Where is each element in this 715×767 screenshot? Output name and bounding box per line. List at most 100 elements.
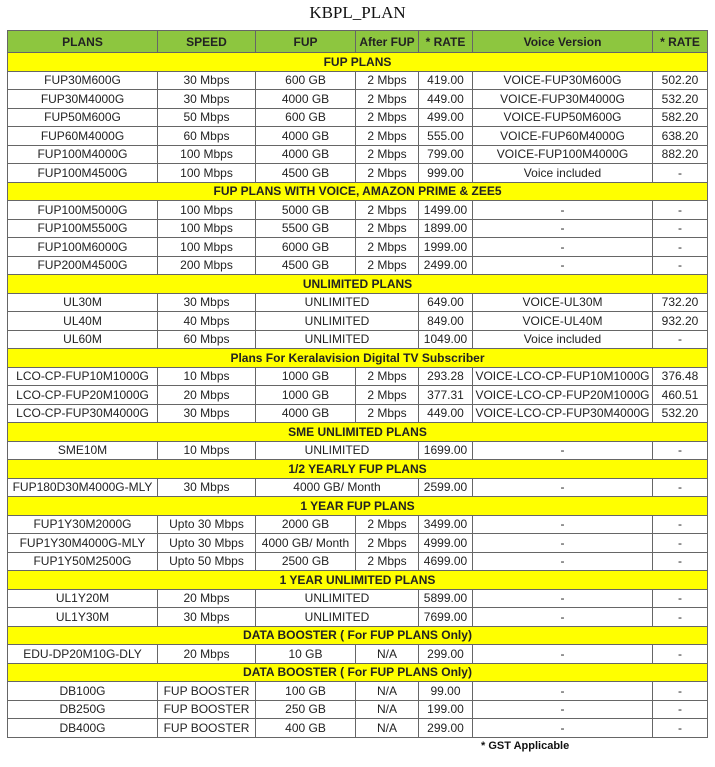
rate-cell: 1999.00 xyxy=(418,237,473,257)
plan-cell: UL1Y30M xyxy=(7,607,158,627)
table-row: FUP1Y30M4000G-MLY Upto 30 Mbps 4000 GB/ Mo… xyxy=(7,533,708,553)
voice-version-cell: - xyxy=(472,551,653,571)
speed-cell: 30 Mbps xyxy=(157,403,256,423)
fup-cell: UNLIMITED xyxy=(255,311,419,331)
section-header: DATA BOOSTER ( For FUP PLANS Only) xyxy=(7,625,708,645)
speed-cell: 30 Mbps xyxy=(157,292,256,312)
plan-cell: FUP1Y30M4000G-MLY xyxy=(7,533,158,553)
after-fup-cell: 2 Mbps xyxy=(355,107,419,127)
table-row: UL30M 30 Mbps UNLIMITED 649.00 VOICE-UL30M 73… xyxy=(7,292,708,312)
section-header: SME UNLIMITED PLANS xyxy=(7,422,708,442)
rate-cell: 449.00 xyxy=(418,89,473,109)
fup-cell: 4000 GB xyxy=(255,144,356,164)
voice-rate-cell: - xyxy=(652,163,708,183)
page-title: KBPL_PLAN xyxy=(309,3,406,22)
table-row: EDU-DP20M10G-DLY 20 Mbps 10 GB N/A 299.00- - xyxy=(7,644,708,664)
voice-rate-cell: - xyxy=(652,237,708,257)
plan-cell: LCO-CP-FUP30M4000G xyxy=(7,403,158,423)
voice-version-cell: VOICE-LCO-CP-FUP10M1000G xyxy=(472,366,653,386)
fup-cell: 4000 GB xyxy=(255,126,356,146)
rate-cell: 1499.00 xyxy=(418,200,473,220)
table-row: FUP100M4000G 100 Mbps 4000 GB 2 Mbps 799.00 V… xyxy=(7,144,708,164)
section-header: Plans For Keralavision Digital TV Subscr… xyxy=(7,348,708,368)
plan-cell: FUP100M4000G xyxy=(7,144,158,164)
after-fup-cell: 2 Mbps xyxy=(355,144,419,164)
speed-cell: 20 Mbps xyxy=(157,385,256,405)
speed-cell: 100 Mbps xyxy=(157,144,256,164)
speed-cell: 30 Mbps xyxy=(157,70,256,90)
section-title: 1 YEAR UNLIMITED PLANS xyxy=(7,570,708,590)
rate-cell: 5899.00 xyxy=(418,588,473,608)
voice-rate-cell: - xyxy=(652,477,708,497)
rate-cell: 1049.00 xyxy=(418,329,473,349)
section-title: FUP PLANS xyxy=(7,52,708,72)
column-header-fup: FUP xyxy=(255,30,356,53)
plan-cell: FUP30M4000G xyxy=(7,89,158,109)
section-header: 1/2 YEARLY FUP PLANS xyxy=(7,459,708,479)
rate-cell: 799.00 xyxy=(418,144,473,164)
after-fup-cell: 2 Mbps xyxy=(355,163,419,183)
speed-cell: Upto 50 Mbps xyxy=(157,551,256,571)
after-fup-cell: 2 Mbps xyxy=(355,218,419,238)
column-header-speed: SPEED xyxy=(157,30,256,53)
fup-cell: UNLIMITED xyxy=(255,329,419,349)
column-header-voice-version: Voice Version xyxy=(472,30,653,53)
table-row: FUP100M6000G 100 Mbps 6000 GB 2 Mbps 1999.00… xyxy=(7,237,708,257)
fup-cell: 5500 GB xyxy=(255,218,356,238)
table-row: SME10M 10 Mbps UNLIMITED 1699.00- - xyxy=(7,440,708,460)
speed-cell: FUP BOOSTER xyxy=(157,718,256,738)
after-fup-cell: 2 Mbps xyxy=(355,237,419,257)
plan-cell: LCO-CP-FUP10M1000G xyxy=(7,366,158,386)
speed-cell: 60 Mbps xyxy=(157,329,256,349)
voice-version-cell: - xyxy=(472,514,653,534)
fup-cell: 4000 GB xyxy=(255,89,356,109)
column-header-plan: PLANS xyxy=(7,30,158,53)
speed-cell: Upto 30 Mbps xyxy=(157,533,256,553)
voice-rate-cell: - xyxy=(652,588,708,608)
table-row: DB100G FUP BOOSTER 100 GB N/A 99.00- - xyxy=(7,681,708,701)
fup-cell: 10 GB xyxy=(255,644,356,664)
table-row: LCO-CP-FUP10M1000G 10 Mbps 1000 GB 2 Mbps 29… xyxy=(7,366,708,386)
after-fup-cell: 2 Mbps xyxy=(355,403,419,423)
rate-cell: 999.00 xyxy=(418,163,473,183)
after-fup-cell: 2 Mbps xyxy=(355,385,419,405)
speed-cell: 30 Mbps xyxy=(157,477,256,497)
table-row: FUP1Y50M2500G Upto 50 Mbps 2500 GB 2 Mbps 46… xyxy=(7,551,708,571)
plan-cell: UL30M xyxy=(7,292,158,312)
section-header: FUP PLANS xyxy=(7,52,708,72)
speed-cell: 50 Mbps xyxy=(157,107,256,127)
header-row: PLANS SPEED FUP After FUP * RATE Voice Versio… xyxy=(7,30,708,53)
rate-cell: 499.00 xyxy=(418,107,473,127)
speed-cell: 100 Mbps xyxy=(157,200,256,220)
voice-version-cell: VOICE-FUP30M600G xyxy=(472,70,653,90)
section-header: 1 YEAR UNLIMITED PLANS xyxy=(7,570,708,590)
fup-cell: UNLIMITED xyxy=(255,440,419,460)
after-fup-cell: N/A xyxy=(355,644,419,664)
voice-version-cell: VOICE-LCO-CP-FUP30M4000G xyxy=(472,403,653,423)
fup-cell: 1000 GB xyxy=(255,385,356,405)
fup-cell: 250 GB xyxy=(255,699,356,719)
plan-cell: FUP100M5500G xyxy=(7,218,158,238)
plan-cell: FUP30M600G xyxy=(7,70,158,90)
voice-version-cell: VOICE-FUP50M600G xyxy=(472,107,653,127)
fup-cell: 4000 GB xyxy=(255,403,356,423)
after-fup-cell: N/A xyxy=(355,681,419,701)
voice-rate-cell: 376.48 xyxy=(652,366,708,386)
plan-cell: DB100G xyxy=(7,681,158,701)
rate-cell: 419.00 xyxy=(418,70,473,90)
table-row: FUP60M4000G 60 Mbps 4000 GB 2 Mbps 555.00 VOI… xyxy=(7,126,708,146)
fup-cell: 4500 GB xyxy=(255,163,356,183)
plan-cell: FUP60M4000G xyxy=(7,126,158,146)
fup-cell: UNLIMITED xyxy=(255,607,419,627)
after-fup-cell: N/A xyxy=(355,699,419,719)
rate-cell: 99.00 xyxy=(418,681,473,701)
column-header-rate: * RATE xyxy=(418,30,473,53)
after-fup-cell: 2 Mbps xyxy=(355,366,419,386)
voice-rate-cell: 932.20 xyxy=(652,311,708,331)
section-title: 1/2 YEARLY FUP PLANS xyxy=(7,459,708,479)
table-row: LCO-CP-FUP30M4000G 30 Mbps 4000 GB 2 Mbps 44… xyxy=(7,403,708,423)
section-header: DATA BOOSTER ( For FUP PLANS Only) xyxy=(7,662,708,682)
voice-rate-cell: - xyxy=(652,533,708,553)
speed-cell: 100 Mbps xyxy=(157,237,256,257)
section-header: UNLIMITED PLANS xyxy=(7,274,708,294)
